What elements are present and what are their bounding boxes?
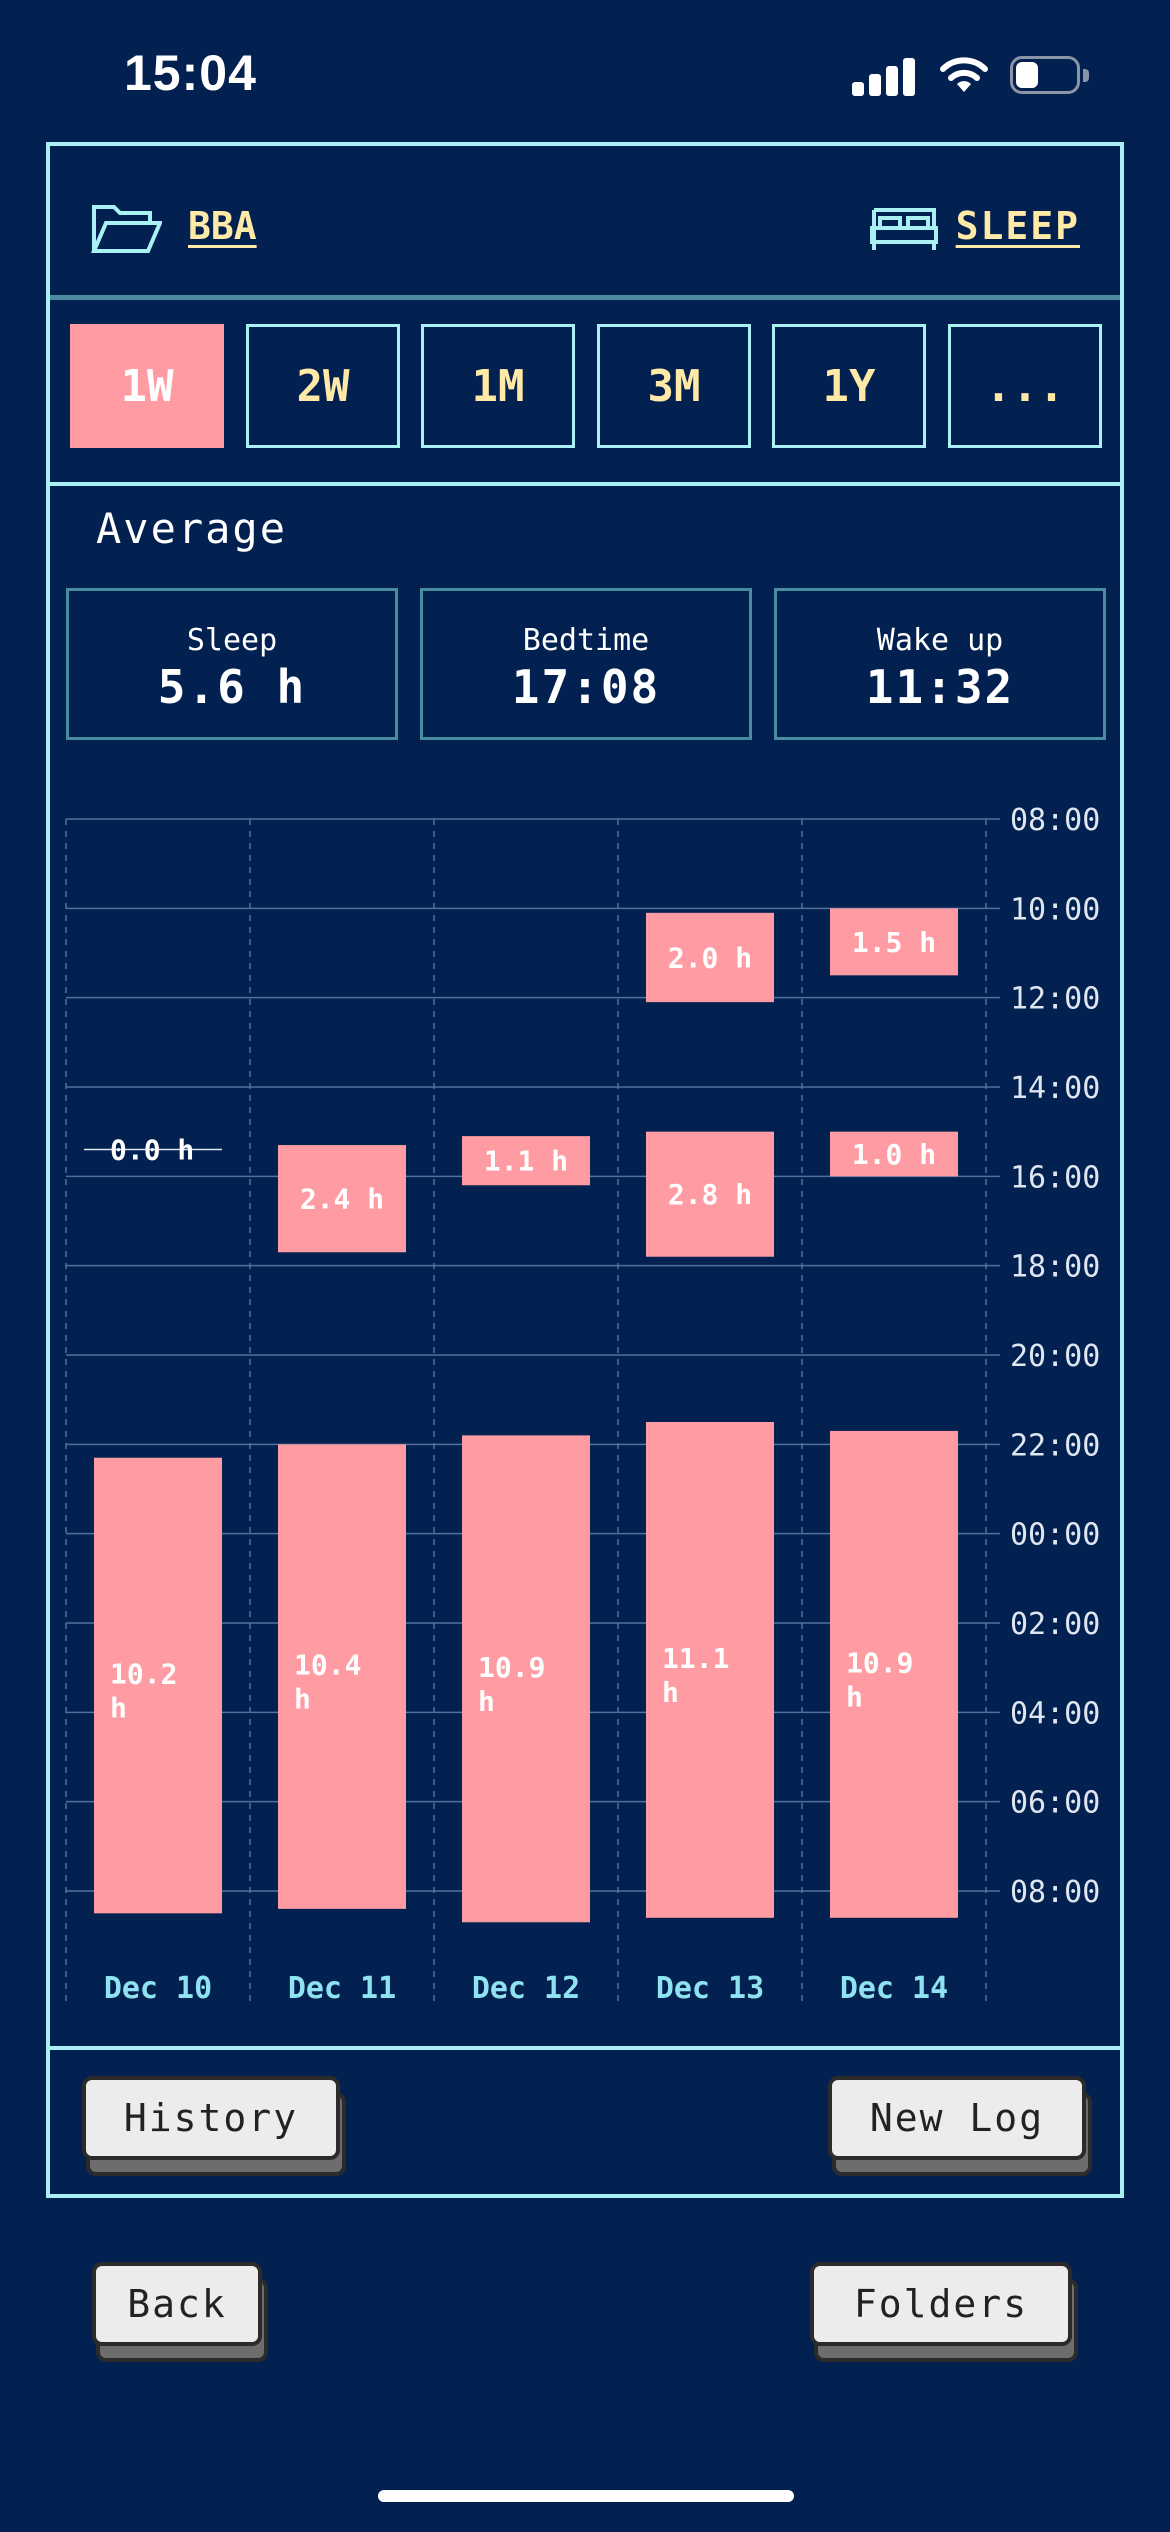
y-tick-label: 18:00 bbox=[1010, 1250, 1100, 1285]
sleep-bar bbox=[830, 908, 958, 976]
average-title: Average bbox=[96, 504, 288, 553]
bar-label-unit: h bbox=[478, 1685, 495, 1718]
y-tick-label: 14:00 bbox=[1010, 1071, 1100, 1106]
folder-link[interactable]: BBA bbox=[188, 204, 257, 248]
y-tick-label: 06:00 bbox=[1010, 1786, 1100, 1821]
y-tick-label: 16:00 bbox=[1010, 1160, 1100, 1195]
bedtime-stat-card: Bedtime 17:08 bbox=[420, 588, 752, 740]
wakeup-stat-value: 11:32 bbox=[865, 660, 1015, 714]
folders-button-label: Folders bbox=[810, 2262, 1072, 2346]
bar-label: 2.0 h bbox=[668, 941, 752, 974]
status-bar: 15:04 bbox=[0, 0, 1170, 140]
bar-label-unit: h bbox=[846, 1680, 863, 1713]
y-tick-label: 02:00 bbox=[1010, 1607, 1100, 1642]
tab-more[interactable]: ... bbox=[948, 324, 1102, 448]
wakeup-stat-label: Wake up bbox=[876, 623, 1004, 658]
y-tick-label: 08:00 bbox=[1010, 803, 1100, 838]
sleep-chart: 08:00 10:00 12:00 14:00 16:00 18:00 20:00 22:00… bbox=[65, 803, 1100, 2006]
folders-button[interactable]: Folders bbox=[810, 2262, 1078, 2362]
sleep-bar bbox=[462, 1136, 590, 1186]
new-log-button-label: New Log bbox=[828, 2076, 1086, 2160]
x-date-label: Dec 12 bbox=[472, 1971, 580, 2006]
wifi-icon bbox=[940, 57, 988, 92]
bar-label: 11.1 bbox=[662, 1642, 729, 1675]
bed-icon bbox=[870, 208, 938, 250]
folder-open-icon bbox=[90, 205, 162, 253]
status-time: 15:04 bbox=[124, 45, 257, 101]
x-date-label: Dec 14 bbox=[840, 1971, 948, 2006]
bedtime-stat-value: 17:08 bbox=[511, 660, 661, 714]
sleep-bar bbox=[462, 1435, 590, 1923]
bar-label: 10.9 bbox=[478, 1651, 545, 1684]
bar-label-unit: h bbox=[294, 1683, 311, 1716]
range-tabs: 1W 2W 1M 3M 1Y ... bbox=[50, 300, 1120, 486]
x-date-label: Dec 10 bbox=[104, 1971, 212, 2006]
bar-label-unit: h bbox=[110, 1692, 127, 1725]
sleep-bar bbox=[646, 912, 774, 1003]
y-tick-label: 10:00 bbox=[1010, 892, 1100, 927]
sleep-bar bbox=[278, 1444, 406, 1909]
back-button[interactable]: Back bbox=[92, 2262, 268, 2362]
panel-header: BBA SLEEP bbox=[50, 146, 1120, 300]
x-date-label: Dec 11 bbox=[288, 1971, 396, 2006]
wakeup-stat-card: Wake up 11:32 bbox=[774, 588, 1106, 740]
sleep-bar bbox=[94, 1457, 222, 1914]
bar-label: 0.0 h bbox=[110, 1134, 194, 1167]
y-tick-label: 04:00 bbox=[1010, 1696, 1100, 1731]
back-button-label: Back bbox=[92, 2262, 262, 2346]
sleep-stat-value: 5.6 h bbox=[157, 660, 307, 714]
new-log-button[interactable]: New Log bbox=[828, 2076, 1092, 2176]
bar-label-unit: h bbox=[662, 1676, 679, 1709]
bar-label: 1.1 h bbox=[484, 1145, 568, 1178]
tab-1w[interactable]: 1W bbox=[70, 324, 224, 448]
category-link[interactable]: SLEEP bbox=[955, 204, 1080, 248]
y-tick-label: 08:00 bbox=[1010, 1875, 1100, 1910]
y-tick-label: 12:00 bbox=[1010, 982, 1100, 1017]
bedtime-stat-label: Bedtime bbox=[522, 623, 650, 658]
sleep-stat-label: Sleep bbox=[186, 623, 278, 658]
tab-1y[interactable]: 1Y bbox=[772, 324, 926, 448]
bar-label: 2.8 h bbox=[668, 1178, 752, 1211]
bar-label: 10.4 bbox=[294, 1649, 361, 1682]
footer-divider bbox=[50, 2046, 1120, 2050]
x-date-label: Dec 13 bbox=[656, 1971, 764, 2006]
tab-2w[interactable]: 2W bbox=[246, 324, 400, 448]
y-tick-label: 20:00 bbox=[1010, 1339, 1100, 1374]
sleep-bar bbox=[830, 1131, 958, 1177]
bar-label: 1.0 h bbox=[852, 1138, 936, 1171]
sleep-bar bbox=[646, 1422, 774, 1918]
tab-1m[interactable]: 1M bbox=[421, 324, 575, 448]
bar-label: 10.2 bbox=[110, 1658, 177, 1691]
y-tick-label: 00:00 bbox=[1010, 1518, 1100, 1553]
cellular-signal-icon bbox=[852, 56, 916, 96]
history-button-label: History bbox=[82, 2076, 340, 2160]
sleep-bar bbox=[646, 1131, 774, 1257]
bar-label: 2.4 h bbox=[300, 1183, 384, 1216]
home-indicator bbox=[378, 2490, 794, 2502]
bar-label: 10.9 bbox=[846, 1646, 913, 1679]
bar-label: 1.5 h bbox=[852, 926, 936, 959]
battery-icon bbox=[1010, 56, 1090, 96]
y-tick-label: 22:00 bbox=[1010, 1428, 1100, 1463]
sleep-panel: BBA SLEEP 1W 2W 1M 3M 1Y ... Average Sle… bbox=[46, 142, 1124, 2198]
sleep-bar bbox=[278, 1145, 406, 1253]
history-button[interactable]: History bbox=[82, 2076, 346, 2176]
tab-3m[interactable]: 3M bbox=[597, 324, 751, 448]
sleep-bar bbox=[830, 1430, 958, 1918]
sleep-stat-card: Sleep 5.6 h bbox=[66, 588, 398, 740]
